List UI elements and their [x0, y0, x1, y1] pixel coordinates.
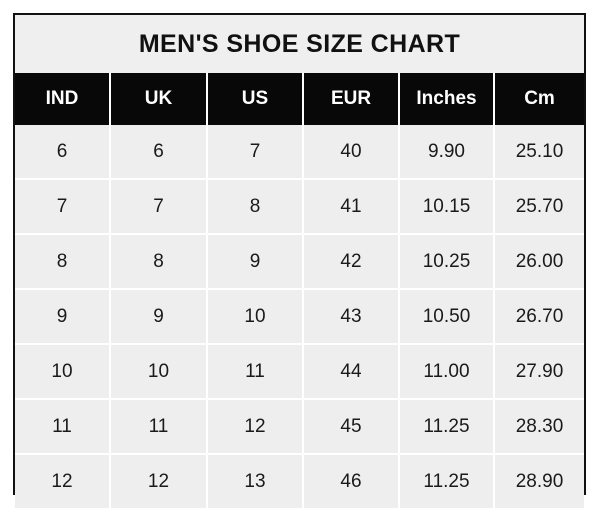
column-header-uk: UK: [110, 73, 208, 125]
table-header-row: IND UK US EUR Inches Cm: [15, 73, 584, 125]
cell-uk: 10: [110, 344, 208, 400]
column-header-ind: IND: [15, 73, 111, 125]
cell-cm: 25.70: [494, 179, 584, 235]
cell-eur: 42: [303, 234, 400, 290]
cell-uk: 6: [110, 125, 208, 180]
cell-cm: 28.30: [494, 399, 584, 455]
cell-inches: 10.50: [399, 289, 495, 345]
shoe-size-table: IND UK US EUR Inches Cm 6 6 7 40 9.90 25…: [15, 73, 584, 508]
cell-us: 12: [207, 399, 304, 455]
cell-uk: 9: [110, 289, 208, 345]
table-row: 9 9 10 43 10.50 26.70: [15, 289, 584, 345]
cell-uk: 7: [110, 179, 208, 235]
cell-us: 7: [207, 125, 304, 180]
table-row: 7 7 8 41 10.15 25.70: [15, 179, 584, 235]
cell-inches: 11.25: [399, 454, 495, 508]
cell-inches: 10.15: [399, 179, 495, 235]
cell-uk: 11: [110, 399, 208, 455]
column-header-cm: Cm: [494, 73, 584, 125]
cell-us: 13: [207, 454, 304, 508]
table-row: 8 8 9 42 10.25 26.00: [15, 234, 584, 290]
table-row: 6 6 7 40 9.90 25.10: [15, 125, 584, 180]
table-row: 10 10 11 44 11.00 27.90: [15, 344, 584, 400]
size-chart-container: MEN'S SHOE SIZE CHART IND UK US EUR Inch…: [13, 13, 586, 508]
cell-us: 10: [207, 289, 304, 345]
cell-us: 8: [207, 179, 304, 235]
cell-cm: 25.10: [494, 125, 584, 180]
table-row: 12 12 13 46 11.25 28.90: [15, 454, 584, 508]
cell-cm: 26.00: [494, 234, 584, 290]
column-header-us: US: [207, 73, 304, 125]
page-title: MEN'S SHOE SIZE CHART: [15, 15, 584, 73]
cell-uk: 12: [110, 454, 208, 508]
column-header-inches: Inches: [399, 73, 495, 125]
cell-cm: 26.70: [494, 289, 584, 345]
cell-eur: 40: [303, 125, 400, 180]
cell-ind: 7: [15, 179, 111, 235]
cell-eur: 43: [303, 289, 400, 345]
cell-uk: 8: [110, 234, 208, 290]
cell-inches: 11.00: [399, 344, 495, 400]
cell-inches: 10.25: [399, 234, 495, 290]
column-header-eur: EUR: [303, 73, 400, 125]
cell-inches: 9.90: [399, 125, 495, 180]
cell-inches: 11.25: [399, 399, 495, 455]
cell-us: 11: [207, 344, 304, 400]
cell-eur: 46: [303, 454, 400, 508]
cell-ind: 11: [15, 399, 111, 455]
cell-ind: 12: [15, 454, 111, 508]
cell-cm: 28.90: [494, 454, 584, 508]
cell-eur: 41: [303, 179, 400, 235]
cell-ind: 6: [15, 125, 111, 180]
cell-ind: 10: [15, 344, 111, 400]
cell-cm: 27.90: [494, 344, 584, 400]
cell-eur: 44: [303, 344, 400, 400]
cell-ind: 9: [15, 289, 111, 345]
cell-eur: 45: [303, 399, 400, 455]
cell-us: 9: [207, 234, 304, 290]
cell-ind: 8: [15, 234, 111, 290]
table-row: 11 11 12 45 11.25 28.30: [15, 399, 584, 455]
